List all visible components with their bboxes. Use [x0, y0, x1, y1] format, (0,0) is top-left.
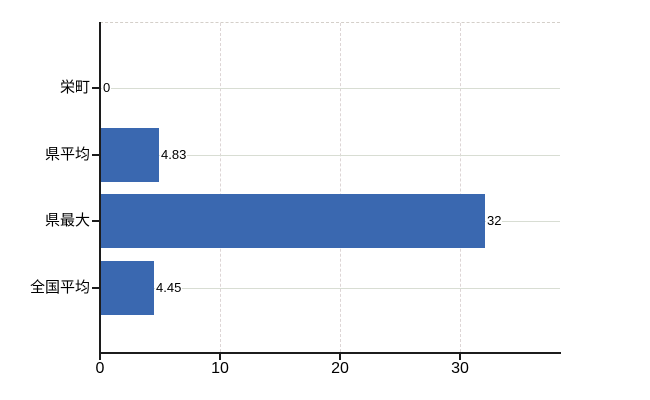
x-tick-label: 30: [451, 360, 469, 377]
value-label: 32: [486, 213, 503, 229]
horizontal-gridline: [101, 155, 560, 156]
bar: [101, 194, 485, 248]
bar: [101, 128, 159, 182]
vertical-gridline: [460, 23, 461, 352]
x-tick-label: 10: [211, 360, 229, 377]
x-axis-tick: [99, 354, 101, 360]
y-axis-line: [99, 22, 101, 354]
plot-top-border: [100, 22, 560, 23]
y-axis-tick: [92, 287, 99, 289]
category-label: 県平均: [44, 146, 90, 163]
x-axis-tick: [339, 354, 341, 360]
y-axis-tick: [92, 220, 99, 222]
value-label: 4.45: [155, 280, 183, 296]
bar: [101, 261, 154, 315]
horizontal-gridline: [101, 88, 560, 89]
x-axis-line: [99, 352, 561, 354]
y-axis-tick: [92, 87, 99, 89]
value-label: 0: [102, 80, 112, 96]
x-tick-label: 20: [331, 360, 349, 377]
vertical-gridline: [340, 23, 341, 352]
x-axis-tick: [219, 354, 221, 360]
y-axis-tick: [92, 154, 99, 156]
x-axis-tick: [459, 354, 461, 360]
value-label: 4.83: [160, 147, 188, 163]
category-label: 栄町: [59, 79, 90, 96]
x-tick-label: 0: [95, 360, 105, 377]
horizontal-gridline: [101, 288, 560, 289]
category-label: 県最大: [44, 212, 90, 229]
vertical-gridline: [220, 23, 221, 352]
category-label: 全国平均: [29, 279, 90, 296]
